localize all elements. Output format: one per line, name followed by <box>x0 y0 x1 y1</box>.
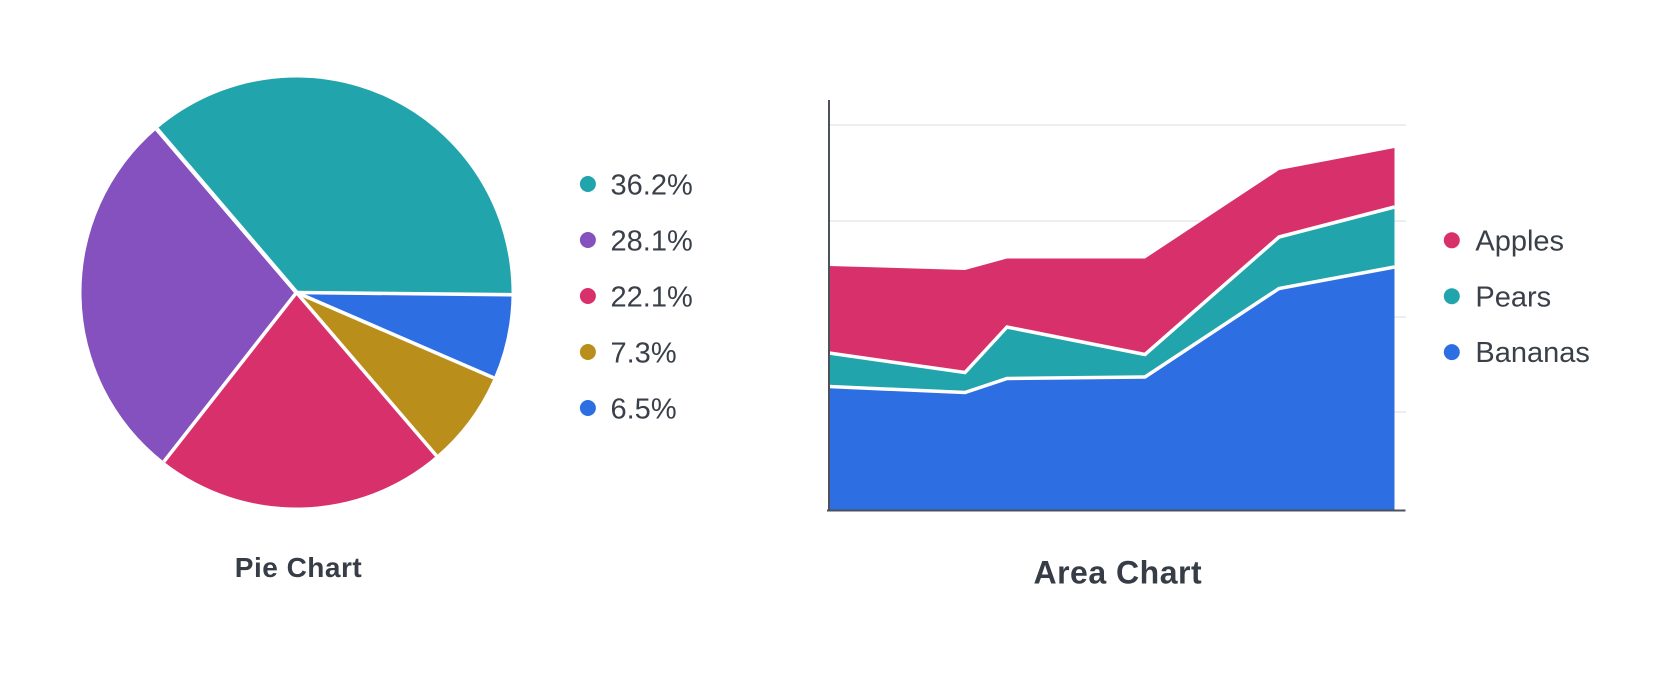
svg-text:Pie Chart: Pie Chart <box>235 552 362 583</box>
svg-text:36.2%: 36.2% <box>611 170 693 202</box>
svg-text:28.1%: 28.1% <box>611 226 693 258</box>
svg-text:Pears: Pears <box>1475 281 1551 313</box>
svg-text:Area Chart: Area Chart <box>1033 555 1202 591</box>
svg-text:7.3%: 7.3% <box>611 338 677 370</box>
svg-text:Apples: Apples <box>1475 225 1564 257</box>
svg-text:6.5%: 6.5% <box>611 394 677 426</box>
svg-text:22.1%: 22.1% <box>611 282 693 314</box>
svg-text:Bananas: Bananas <box>1475 337 1590 369</box>
